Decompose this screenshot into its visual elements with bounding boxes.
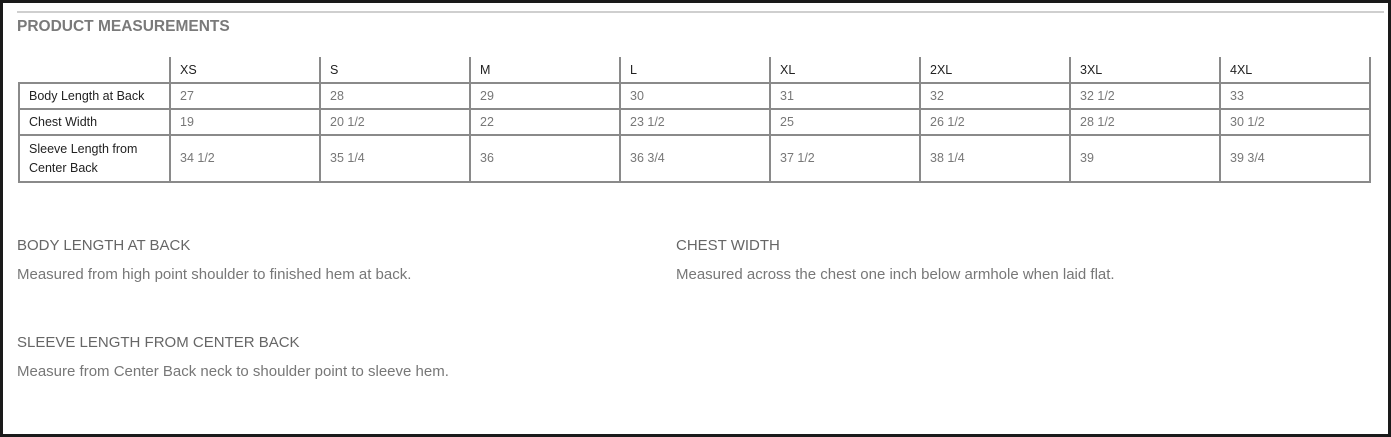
measurement-cell: 37 1/2 (769, 134, 921, 183)
size-header: 3XL (1069, 57, 1221, 84)
size-header: XL (769, 57, 921, 84)
measurement-cell: 38 1/4 (919, 134, 1071, 183)
size-header: M (469, 57, 621, 84)
measurement-cell: 35 1/4 (319, 134, 471, 183)
row-label: Body Length at Back (18, 82, 171, 110)
section-title: PRODUCT MEASUREMENTS (17, 18, 230, 35)
measurement-cell: 33 (1219, 82, 1371, 110)
measurements-table: XS S M L XL 2XL 3XL 4XL Body Length at Back 27 28 2… (18, 57, 1371, 183)
measurement-cell: 30 1/2 (1219, 108, 1371, 136)
measurement-cell: 25 (769, 108, 921, 136)
definition-heading: SLEEVE LENGTH FROM CENTER BACK (17, 334, 300, 351)
definition-text: Measured across the chest one inch below… (676, 266, 1115, 283)
definition-chest-width: CHEST WIDTH Measured across the chest on… (676, 237, 1115, 283)
measurement-cell: 39 (1069, 134, 1221, 183)
row-label-text: Sleeve Length from Center Back (29, 141, 138, 175)
definition-text: Measure from Center Back neck to shoulde… (17, 363, 449, 380)
definition-text: Measured from high point shoulder to fin… (17, 266, 412, 283)
measurement-cell: 28 (319, 82, 471, 110)
size-header: 2XL (919, 57, 1071, 84)
measurement-cell: 32 1/2 (1069, 82, 1221, 110)
size-header: 4XL (1219, 57, 1371, 84)
row-label: Chest Width (18, 108, 171, 136)
corner-cell (19, 57, 171, 84)
measurement-cell: 26 1/2 (919, 108, 1071, 136)
measurement-cell: 36 3/4 (619, 134, 771, 183)
size-header-row: XS S M L XL 2XL 3XL 4XL (19, 57, 1371, 84)
row-label-text: Body Length at Back (29, 89, 145, 103)
measurement-cell: 34 1/2 (169, 134, 321, 183)
definition-heading: BODY LENGTH AT BACK (17, 237, 191, 254)
row-label-text: Chest Width (29, 115, 98, 129)
measurement-cell: 31 (769, 82, 921, 110)
size-header: L (619, 57, 771, 84)
measurement-cell: 22 (469, 108, 621, 136)
definition-heading: CHEST WIDTH (676, 237, 780, 254)
measurement-cell: 23 1/2 (619, 108, 771, 136)
row-label: Sleeve Length from Center Back (18, 134, 171, 183)
measurement-cell: 30 (619, 82, 771, 110)
measurement-cell: 36 (469, 134, 621, 183)
size-header: S (319, 57, 471, 84)
table-row: Chest Width 19 20 1/2 22 23 1/2 25 26 1/2 28 1/… (18, 108, 1371, 136)
table-row: Body Length at Back 27 28 29 30 31 32 32 1/2 33 (18, 82, 1371, 110)
measurement-cell: 20 1/2 (319, 108, 471, 136)
table-row: Sleeve Length from Center Back 34 1/2 35 1… (18, 134, 1371, 183)
measurement-cell: 19 (169, 108, 321, 136)
size-header: XS (169, 57, 321, 84)
definition-body-length: BODY LENGTH AT BACK Measured from high p… (17, 237, 411, 283)
definition-sleeve-length: SLEEVE LENGTH FROM CENTER BACK Measure f… (17, 334, 449, 380)
measurement-cell: 27 (169, 82, 321, 110)
divider (17, 11, 1384, 13)
measurement-cell: 39 3/4 (1219, 134, 1371, 183)
measurement-cell: 29 (469, 82, 621, 110)
measurement-cell: 28 1/2 (1069, 108, 1221, 136)
measurement-cell: 32 (919, 82, 1071, 110)
